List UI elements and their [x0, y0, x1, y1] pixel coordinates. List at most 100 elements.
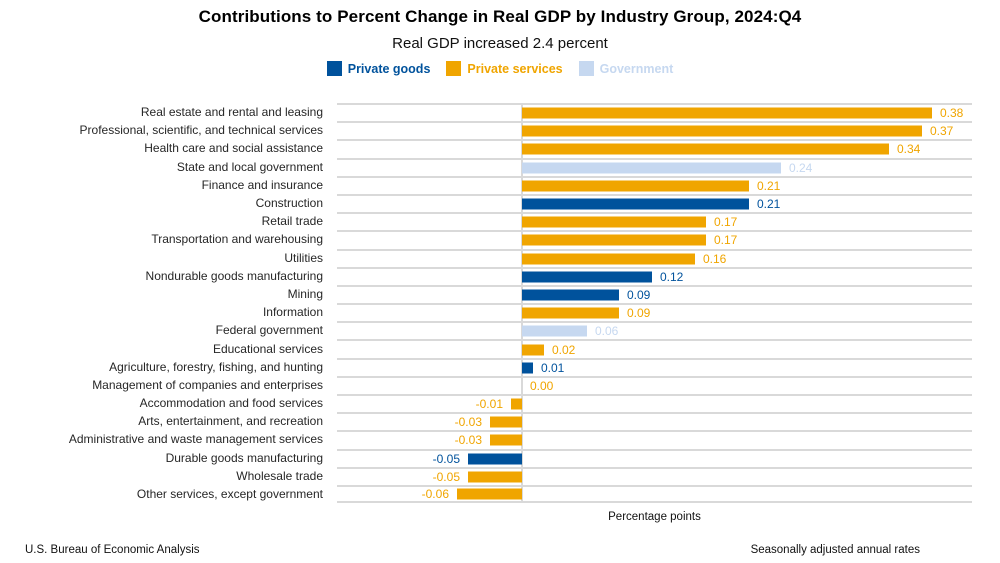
value-label: 0.37: [930, 124, 954, 139]
chart-row: Construction 0.21: [0, 193, 972, 212]
bar: [522, 107, 932, 119]
category-label: Transportation and warehousing: [151, 232, 323, 247]
value-label: 0.09: [627, 287, 651, 302]
legend-item-private-services: Private services: [446, 61, 563, 76]
plot-cell: -0.03: [337, 430, 972, 448]
category-label: Professional, scientific, and technical …: [79, 123, 323, 138]
chart-subtitle: Real GDP increased 2.4 percent: [392, 35, 608, 52]
bar: [522, 198, 749, 210]
chart-row: Federal government 0.06: [0, 321, 972, 339]
bar: [468, 453, 522, 465]
bar: [522, 234, 706, 246]
category-label: Wholesale trade: [236, 468, 323, 483]
legend-item-government: Government: [578, 61, 673, 76]
chart-title: Contributions to Percent Change in Real …: [198, 7, 802, 26]
category-label: Administrative and waste management serv…: [68, 432, 323, 447]
plot-cell: 0.38: [337, 103, 972, 121]
chart-row: Real estate and rental and leasing 0.38: [0, 103, 972, 121]
value-label: -0.05: [432, 469, 460, 484]
category-label: Information: [262, 305, 323, 320]
category-label: Finance and insurance: [201, 177, 323, 192]
plot-cell: 0.17: [337, 212, 972, 230]
plot-cell: 0.09: [337, 284, 972, 303]
legend-swatch-icon: [446, 61, 462, 76]
value-label: -0.01: [475, 397, 503, 412]
chart-row: Arts, entertainment, and recreation -0.03: [0, 412, 972, 430]
plot-cell: 0.21: [337, 175, 972, 194]
value-label: -0.05: [432, 451, 460, 466]
category-label: Construction: [255, 196, 323, 211]
bar: [468, 471, 522, 483]
plot-cell: 0.06: [337, 321, 972, 339]
legend-swatch-icon: [578, 61, 594, 76]
chart-row: Retail trade 0.17: [0, 212, 972, 230]
category-label: State and local government: [176, 159, 323, 174]
value-label: -0.06: [421, 487, 449, 502]
bar: [490, 434, 522, 446]
chart-row: Transportation and warehousing 0.17: [0, 230, 972, 248]
category-label: Agriculture, forestry, fishing, and hunt…: [109, 359, 323, 374]
value-label: 0.24: [789, 160, 813, 175]
bar: [522, 162, 781, 174]
category-label: Accommodation and food services: [139, 396, 323, 411]
plot-cell: -0.05: [337, 466, 972, 485]
value-label: -0.03: [454, 433, 482, 448]
bar: [522, 362, 533, 374]
category-label: Real estate and rental and leasing: [140, 105, 323, 120]
category-label: Federal government: [215, 323, 323, 338]
bar: [522, 216, 706, 228]
bar: [522, 289, 619, 301]
plot-cell: 0.34: [337, 139, 972, 157]
chart-row: Other services, except government -0.06: [0, 484, 972, 504]
bar: [522, 271, 652, 283]
category-label: Durable goods manufacturing: [165, 450, 323, 465]
category-label: Health care and social assistance: [144, 141, 323, 156]
bar: [522, 344, 544, 356]
value-label: 0.09: [627, 306, 651, 321]
chart-row: Information 0.09: [0, 303, 972, 321]
bar: [522, 307, 619, 319]
chart-row: Health care and social assistance 0.34: [0, 139, 972, 157]
plot-cell: -0.01: [337, 394, 972, 412]
chart-row: Administrative and waste management serv…: [0, 430, 972, 448]
chart-row: Mining 0.09: [0, 284, 972, 303]
value-label: 0.01: [541, 360, 565, 375]
category-label: Nondurable goods manufacturing: [145, 268, 323, 283]
bar: [511, 398, 522, 410]
plot-cell: -0.06: [337, 484, 972, 504]
plot-cell: 0.21: [337, 193, 972, 212]
bar: [490, 416, 522, 428]
plot-cell: -0.05: [337, 448, 972, 467]
plot-cell: 0.00: [337, 375, 972, 394]
bar: [522, 180, 749, 192]
legend-swatch-icon: [326, 61, 342, 76]
chart-row: Wholesale trade -0.05: [0, 466, 972, 485]
value-label: 0.17: [714, 233, 738, 248]
chart-row: Management of companies and enterprises 0…: [0, 375, 972, 394]
category-label: Other services, except government: [136, 487, 323, 502]
bar: [457, 488, 522, 500]
category-label: Arts, entertainment, and recreation: [138, 414, 323, 429]
plot-cell: 0.01: [337, 357, 972, 376]
legend-item-private-goods: Private goods: [326, 61, 431, 76]
bar: [522, 143, 889, 155]
legend-label: Private goods: [347, 61, 431, 76]
plot-cell: 0.16: [337, 248, 972, 267]
zero-axis-line: [521, 103, 523, 503]
chart-row: Finance and insurance 0.21: [0, 175, 972, 194]
chart-row: Accommodation and food services -0.01: [0, 394, 972, 412]
plot-cell: 0.09: [337, 303, 972, 321]
category-label: Educational services: [212, 341, 323, 356]
value-label: -0.03: [454, 415, 482, 430]
plot-cell: 0.37: [337, 121, 972, 139]
value-label: 0.17: [714, 215, 738, 230]
category-label: Utilities: [284, 250, 323, 265]
plot-cell: 0.12: [337, 266, 972, 285]
category-label: Mining: [287, 286, 323, 301]
chart-legend: Private goods Private services Government: [0, 61, 1000, 76]
chart-row: Agriculture, forestry, fishing, and hunt…: [0, 357, 972, 376]
chart-row: Utilities 0.16: [0, 248, 972, 267]
value-label: 0.00: [530, 378, 554, 393]
chart-row: Professional, scientific, and technical …: [0, 121, 972, 139]
